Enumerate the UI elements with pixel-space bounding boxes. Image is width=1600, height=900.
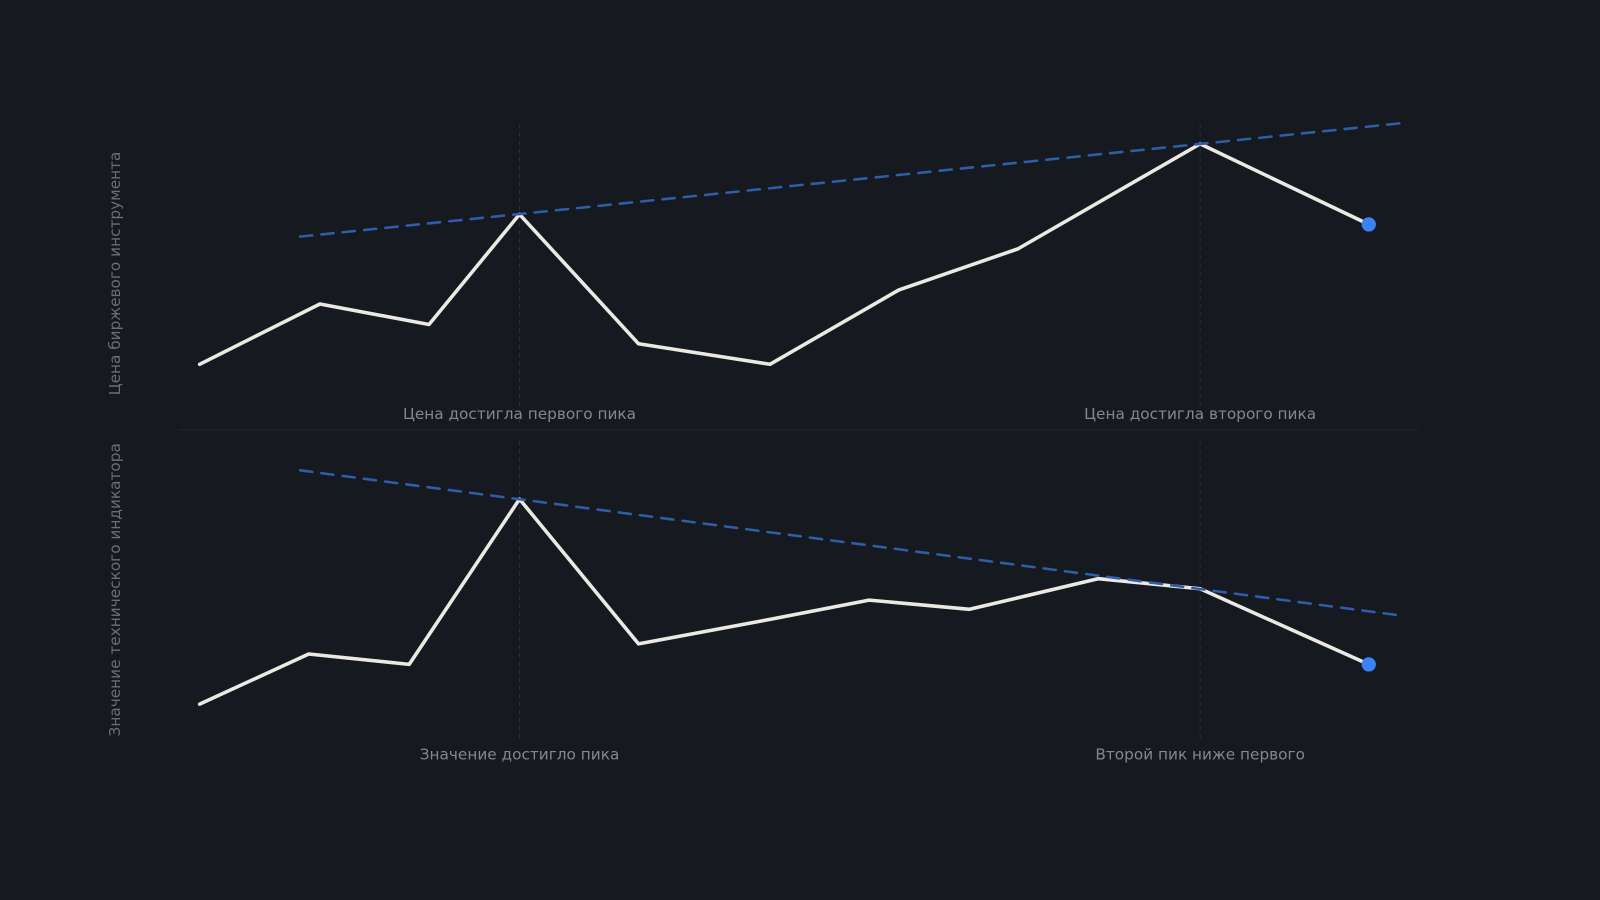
- annotation-text: Значение достигло пика: [420, 746, 620, 764]
- y-axis-label: Значение технического индикатора: [106, 443, 124, 736]
- trend-line: [298, 469, 1402, 617]
- last-point: [1361, 657, 1376, 672]
- annotation-text: Второй пик ниже первого: [1095, 746, 1305, 764]
- annotation-text: Цена достигла первого пика: [403, 405, 636, 423]
- y-axis-label: Цена биржевого инструмента: [106, 152, 124, 396]
- last-point: [1361, 217, 1376, 232]
- data-line: [197, 497, 1371, 706]
- annotation-text: Цена достигла второго пика: [1084, 405, 1316, 423]
- trend-line: [298, 122, 1402, 238]
- data-line: [197, 142, 1371, 367]
